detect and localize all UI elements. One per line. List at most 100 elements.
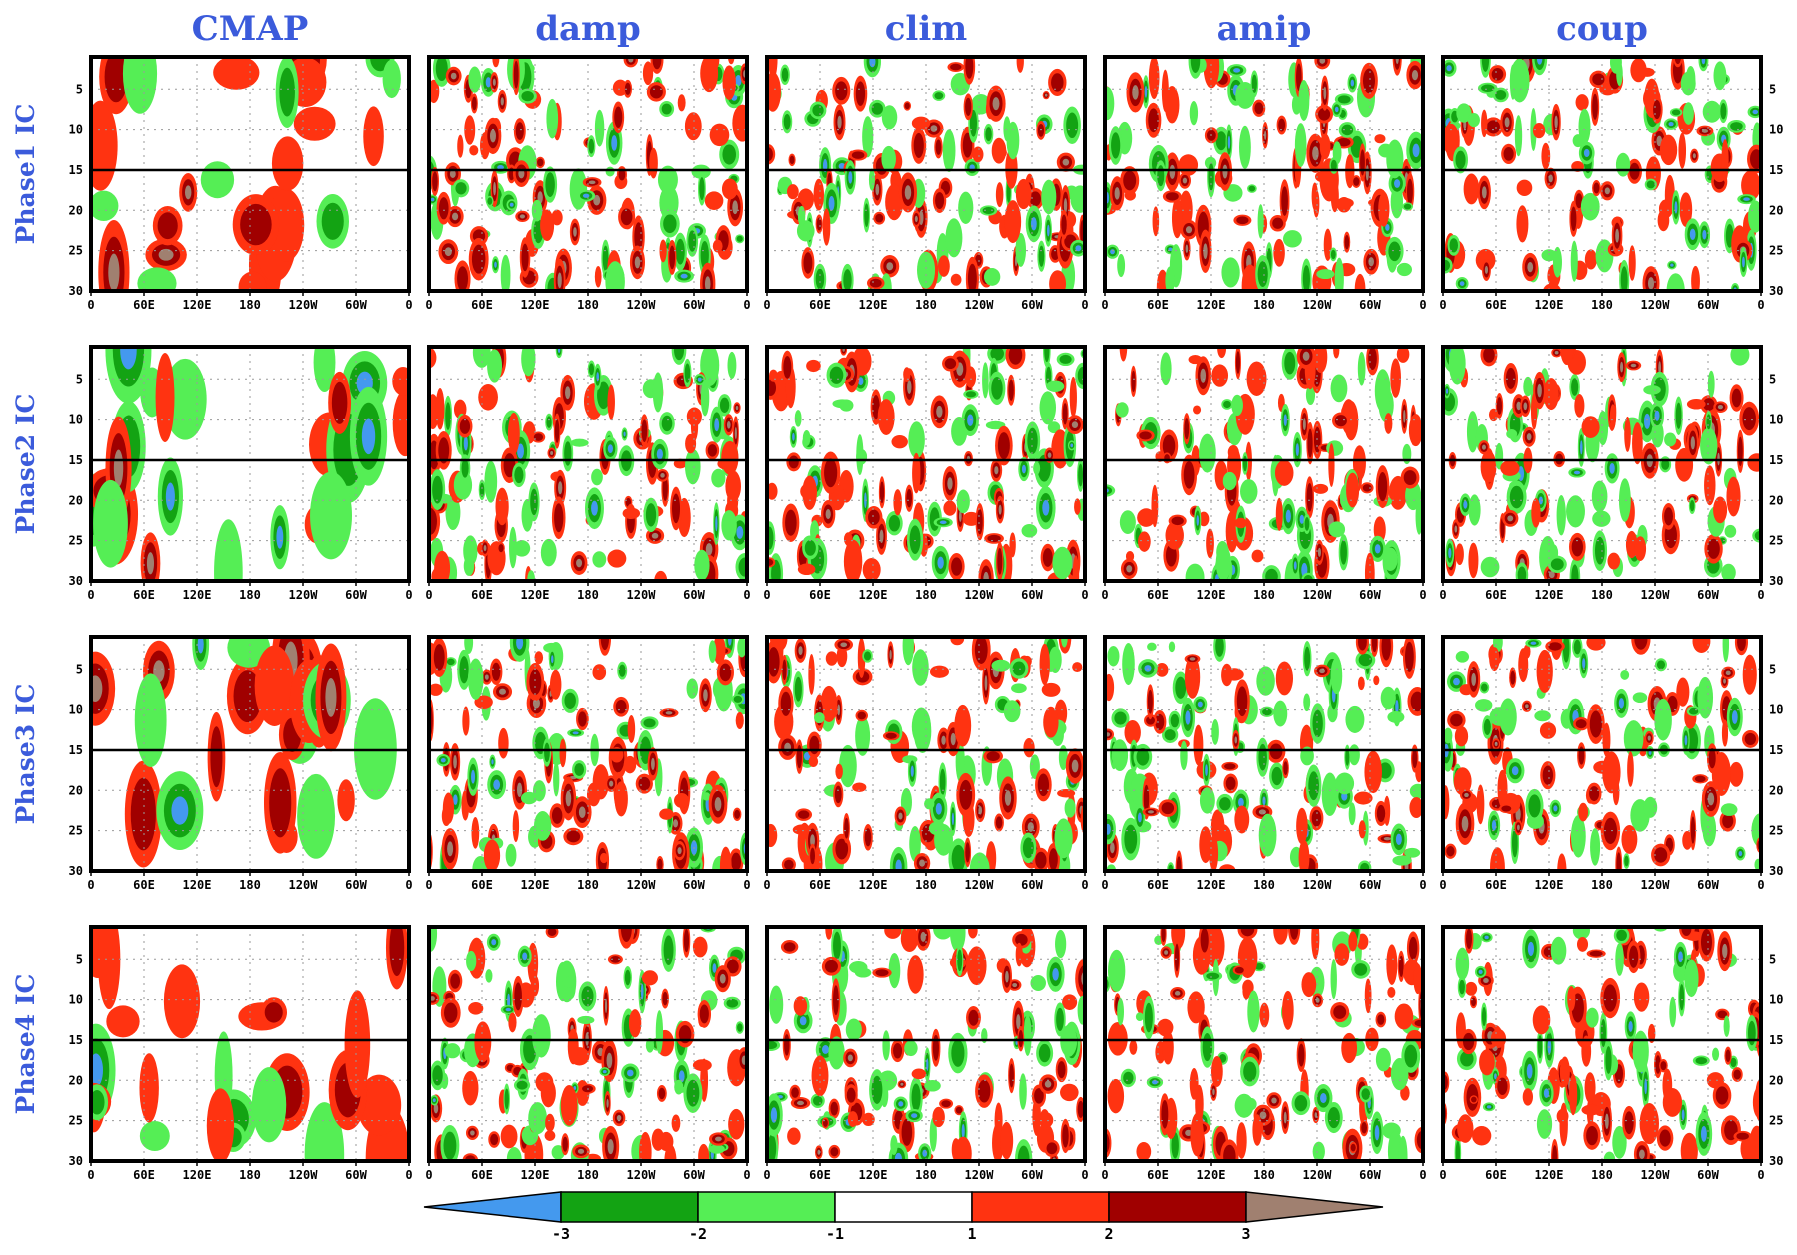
- positive-anomaly: [1301, 972, 1317, 998]
- negative-anomaly: [1003, 116, 1011, 142]
- x-tick-label: 60W: [345, 298, 367, 312]
- x-tick-label: 120W: [1303, 1168, 1333, 1182]
- negative-anomaly: [485, 77, 492, 88]
- positive-anomaly: [1171, 516, 1184, 526]
- x-tick-label: 120W: [965, 1168, 995, 1182]
- negative-anomaly: [783, 113, 791, 130]
- positive-anomaly: [837, 115, 842, 129]
- negative-anomaly: [712, 963, 717, 973]
- positive-anomaly: [649, 147, 658, 179]
- positive-anomaly: [1742, 407, 1756, 431]
- positive-anomaly: [453, 755, 457, 769]
- positive-anomaly: [484, 674, 489, 680]
- negative-anomaly: [588, 138, 595, 154]
- positive-anomaly: [1581, 416, 1600, 438]
- positive-anomaly: [1632, 422, 1643, 465]
- y-tick-label: 30: [1769, 574, 1783, 588]
- positive-anomaly: [903, 367, 911, 382]
- y-tick-label: 30: [1769, 864, 1783, 878]
- negative-anomaly: [911, 1113, 918, 1118]
- positive-anomaly: [950, 273, 962, 286]
- positive-anomaly: [1344, 234, 1350, 250]
- positive-anomaly: [1679, 192, 1693, 227]
- negative-anomaly: [1468, 494, 1481, 526]
- negative-anomaly: [1380, 686, 1396, 710]
- positive-anomaly: [97, 927, 121, 1010]
- positive-anomaly: [864, 828, 872, 847]
- positive-anomaly: [1157, 1018, 1174, 1037]
- positive-anomaly: [735, 711, 744, 729]
- negative-anomaly: [1475, 699, 1493, 712]
- positive-anomaly: [1365, 165, 1369, 181]
- negative-anomaly: [1600, 1018, 1607, 1048]
- positive-anomaly: [907, 380, 912, 394]
- positive-anomaly: [1319, 668, 1325, 674]
- positive-anomaly: [1246, 361, 1267, 396]
- negative-anomaly: [1689, 228, 1696, 241]
- y-tick-label: 20: [1769, 1073, 1783, 1087]
- negative-anomaly: [661, 415, 673, 432]
- negative-anomaly: [572, 731, 579, 735]
- negative-anomaly: [1573, 639, 1581, 655]
- y-tick-label: 25: [69, 1114, 83, 1128]
- negative-anomaly: [1409, 783, 1423, 799]
- negative-anomaly: [1681, 1109, 1685, 1121]
- negative-anomaly: [1254, 962, 1264, 970]
- positive-anomaly: [1179, 190, 1193, 229]
- x-tick-label: 60E: [471, 878, 493, 892]
- positive-anomaly: [457, 266, 468, 291]
- negative-anomaly: [1670, 263, 1674, 267]
- x-tick-label: 60E: [133, 298, 155, 312]
- negative-anomaly: [361, 418, 376, 455]
- positive-anomaly: [1027, 822, 1035, 832]
- positive-anomaly: [785, 509, 797, 536]
- negative-anomaly: [1646, 180, 1655, 189]
- positive-anomaly: [158, 248, 174, 261]
- negative-anomaly: [494, 261, 497, 268]
- negative-anomaly: [197, 637, 204, 654]
- positive-anomaly: [1319, 57, 1326, 64]
- positive-anomaly: [965, 97, 972, 116]
- positive-anomaly: [1516, 179, 1533, 197]
- positive-anomaly: [810, 847, 816, 865]
- x-tick-label: 60E: [1147, 298, 1169, 312]
- negative-anomaly: [1295, 443, 1299, 457]
- negative-anomaly: [530, 488, 538, 516]
- positive-anomaly: [1592, 93, 1598, 120]
- positive-anomaly: [499, 688, 506, 695]
- negative-anomaly: [1300, 746, 1314, 766]
- positive-anomaly: [1647, 735, 1651, 741]
- positive-anomaly: [1504, 117, 1510, 128]
- negative-anomaly: [1003, 700, 1021, 723]
- negative-anomaly: [880, 273, 892, 291]
- positive-anomaly: [233, 670, 262, 723]
- positive-anomaly: [1708, 748, 1716, 769]
- positive-anomaly: [825, 651, 838, 666]
- panel-2-1: 0 60E 120E 180 120W 60W 0: [425, 635, 751, 892]
- positive-anomaly: [1548, 642, 1562, 651]
- positive-anomaly: [984, 675, 988, 691]
- positive-anomaly: [618, 168, 626, 181]
- negative-anomaly: [1654, 410, 1660, 421]
- x-tick-label: 60E: [1485, 298, 1507, 312]
- negative-anomaly: [924, 1079, 941, 1092]
- x-tick-label: 0: [1439, 298, 1446, 312]
- x-tick-label: 180: [239, 588, 261, 602]
- positive-anomaly: [1016, 1014, 1021, 1030]
- positive-anomaly: [669, 245, 676, 270]
- positive-anomaly: [1165, 521, 1184, 550]
- positive-anomaly: [1554, 115, 1558, 129]
- positive-anomaly: [936, 405, 943, 418]
- positive-anomaly: [1042, 548, 1053, 567]
- x-tick-label: 60W: [1021, 1168, 1043, 1182]
- positive-anomaly: [1575, 94, 1589, 111]
- positive-anomaly: [1278, 118, 1286, 132]
- y-tick-label: 5: [1769, 82, 1776, 96]
- positive-anomaly: [1522, 1088, 1534, 1106]
- negative-anomaly: [767, 1134, 777, 1161]
- negative-anomaly: [1242, 455, 1248, 472]
- positive-anomaly: [1603, 984, 1617, 1012]
- negative-anomaly: [1265, 568, 1278, 581]
- negative-anomaly: [1382, 547, 1398, 572]
- positive-anomaly: [995, 182, 1004, 208]
